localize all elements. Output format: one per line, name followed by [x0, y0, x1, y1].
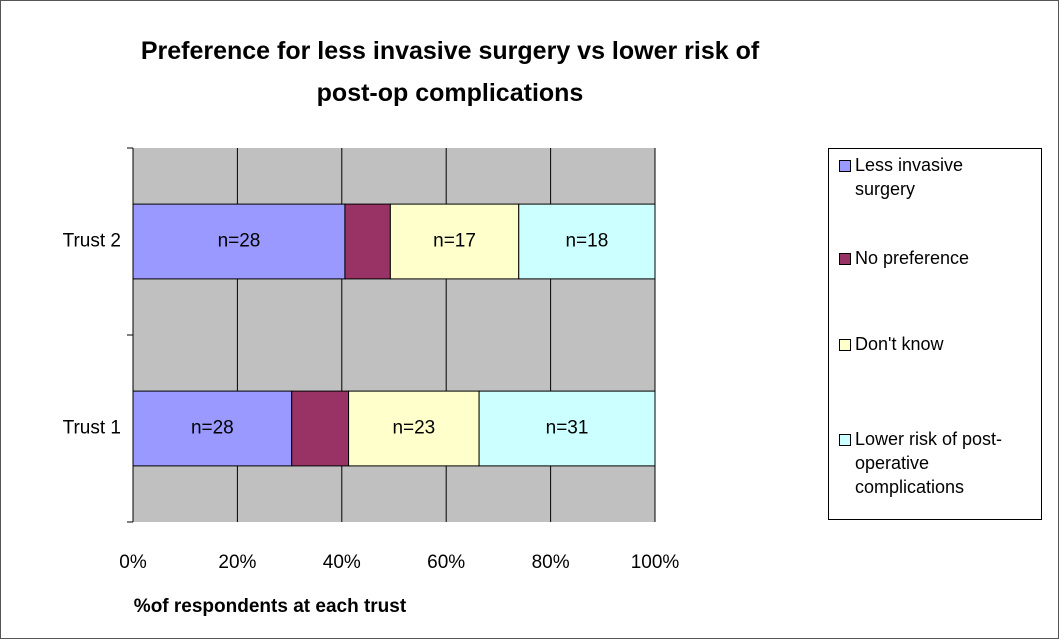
bar-segment	[132, 390, 293, 467]
bar-segment	[389, 203, 520, 280]
y-tick-label: Trust 2	[63, 231, 121, 252]
legend-item: No preference	[839, 246, 1034, 270]
x-tick-label: 0%	[119, 552, 147, 573]
chart-title: Preference for less invasive surgery vs …	[140, 37, 760, 107]
bar-segment	[344, 203, 391, 280]
bar-label: n=17	[433, 231, 476, 252]
bar-segment	[132, 203, 346, 280]
x-tick-label: 80%	[532, 552, 570, 573]
legend-label: Lower risk of post-operative complicatio…	[855, 429, 1003, 497]
bar-label: n=31	[546, 418, 589, 439]
bar-label: n=18	[565, 231, 608, 252]
legend-label: Don't know	[855, 334, 944, 354]
x-axis-title: %of respondents at each trust	[134, 596, 407, 617]
legend-label: No preference	[855, 248, 970, 268]
legend-item: Lower risk of post-operative complicatio…	[839, 427, 1034, 499]
x-tick-label: 100%	[631, 552, 680, 573]
y-tick-label: Trust 1	[63, 418, 121, 439]
legend-item: Less invasive surgery	[839, 153, 1034, 201]
bar-label: n=23	[392, 418, 435, 439]
legend-item: Don't know	[839, 332, 1034, 356]
legend-swatch	[839, 434, 851, 446]
bar-segment	[291, 390, 350, 467]
legend-swatch	[839, 253, 851, 265]
bar-label: n=28	[191, 418, 234, 439]
legend-swatch	[839, 160, 851, 172]
bar-segment	[518, 203, 656, 280]
legend-swatch	[839, 339, 851, 351]
bar-segment	[478, 390, 656, 467]
x-tick-label: 60%	[427, 552, 465, 573]
legend: Less invasive surgery No preference Don't …	[828, 148, 1042, 520]
legend-label: Less invasive surgery	[855, 155, 964, 199]
bar-label: n=28	[218, 231, 261, 252]
x-tick-label: 40%	[323, 552, 361, 573]
bar-segment	[348, 390, 480, 467]
x-tick-label: 20%	[218, 552, 256, 573]
